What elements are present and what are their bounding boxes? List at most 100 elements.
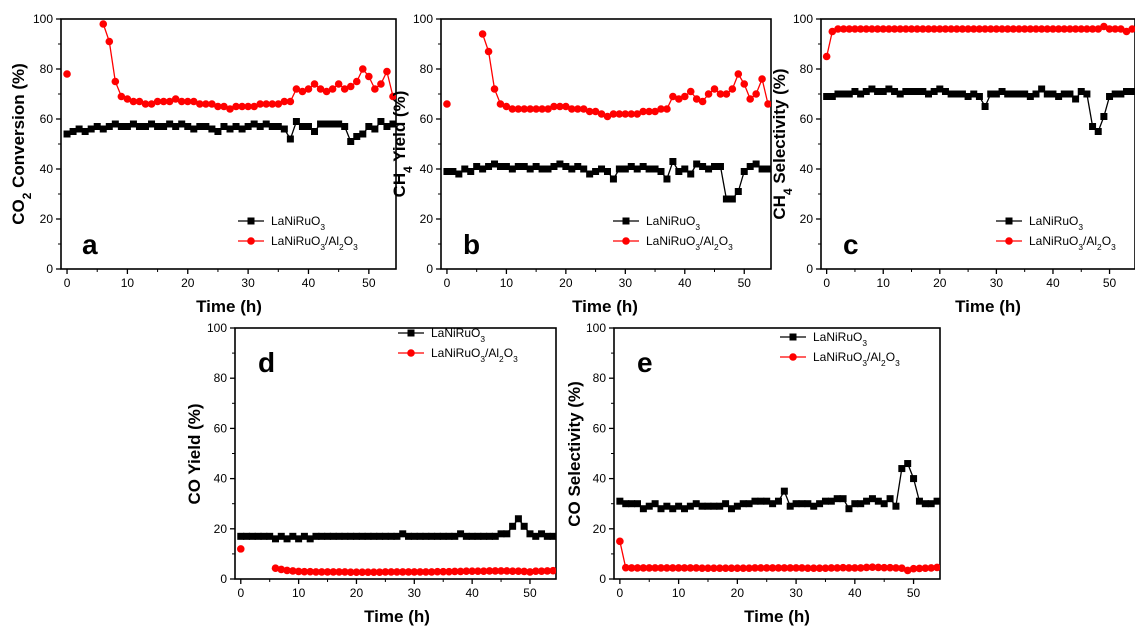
data-point [538, 530, 546, 538]
data-point [329, 568, 338, 576]
data-point [1021, 90, 1029, 98]
data-point [941, 88, 949, 95]
x-tick-label: 50 [907, 586, 921, 600]
data-point [335, 120, 343, 128]
y-tick-label: 60 [800, 112, 814, 126]
data-point [159, 97, 168, 106]
data-point [474, 532, 482, 540]
data-point [316, 85, 325, 93]
data-point [312, 568, 320, 576]
data-point [964, 25, 972, 33]
data-point [474, 567, 482, 576]
series-lanirruo3-al2o3 [236, 545, 556, 577]
data-point [165, 97, 174, 106]
data-point [639, 107, 647, 116]
data-point [745, 564, 753, 573]
data-point [445, 532, 453, 540]
data-point [930, 88, 938, 95]
data-point [845, 505, 853, 513]
y-tick-label: 40 [214, 472, 228, 486]
data-point [645, 502, 653, 510]
x-tick-label: 10 [292, 586, 306, 600]
data-point [289, 567, 297, 575]
data-point [340, 85, 349, 93]
data-point [680, 564, 689, 572]
data-point [681, 165, 689, 173]
data-point [214, 102, 222, 111]
data-point [1003, 25, 1012, 33]
data-point [294, 567, 303, 576]
data-point [271, 564, 280, 573]
data-point [1009, 25, 1018, 33]
data-point [579, 105, 588, 113]
data-point [868, 85, 876, 93]
data-point [710, 85, 719, 93]
data-point [141, 100, 150, 108]
data-point [998, 88, 1006, 95]
data-point [160, 123, 168, 130]
y-tick-label: 100 [33, 12, 53, 26]
data-point [663, 105, 671, 113]
data-point [399, 530, 407, 538]
data-point [758, 165, 766, 173]
data-point [318, 532, 326, 540]
data-point [387, 568, 395, 576]
chart-panel-d: 0 20 40 60 80 100 0 10 20 30 40 50 Time (h) CO Yield … [185, 321, 557, 626]
data-point [798, 500, 806, 508]
data-point [433, 532, 441, 540]
legend-entry: LaNiRuO3/Al2O3 [1029, 234, 1116, 252]
x-tick-label: 50 [523, 586, 537, 600]
data-point [1111, 25, 1119, 33]
data-point [609, 175, 617, 183]
data-point [1015, 90, 1023, 98]
data-point [1020, 25, 1029, 33]
data-point [455, 170, 463, 178]
data-point [479, 165, 487, 173]
data-point [616, 537, 624, 546]
data-point [226, 125, 234, 133]
data-point [953, 90, 961, 98]
data-point [857, 90, 865, 98]
data-point [890, 25, 899, 33]
data-point [757, 564, 765, 572]
data-point [668, 564, 677, 572]
x-axis-title: Time (h) [196, 297, 262, 316]
data-point [457, 530, 465, 538]
y-tick-label: 80 [593, 371, 607, 385]
data-point [520, 567, 528, 576]
panel-letter: b [463, 229, 480, 260]
data-point [370, 568, 378, 577]
data-point [383, 123, 391, 130]
y-axis-title: CH4 Yield (%) [390, 91, 415, 198]
data-point [792, 564, 800, 572]
x-tick-label: 0 [444, 276, 451, 290]
data-point [473, 163, 481, 170]
data-point [135, 123, 143, 130]
data-point [686, 502, 694, 510]
data-point [99, 125, 107, 133]
data-point [913, 25, 921, 33]
data-point [352, 77, 361, 86]
data-point [839, 25, 848, 33]
data-point [810, 502, 818, 510]
data-point [171, 95, 180, 103]
y-tick-label: 60 [214, 421, 228, 435]
data-point [538, 165, 546, 173]
legend: LaNiRuO3 LaNiRuO3/Al2O3 [238, 214, 358, 252]
data-point [514, 515, 522, 523]
data-point [651, 107, 659, 116]
data-point [873, 25, 882, 33]
data-point [184, 123, 192, 130]
y-tick-label: 40 [800, 162, 814, 176]
data-point [1049, 25, 1057, 33]
data-point [857, 500, 865, 508]
data-point [537, 567, 546, 576]
data-point [467, 168, 475, 175]
x-tick-label: 30 [990, 276, 1004, 290]
data-point [428, 532, 436, 540]
data-point [722, 500, 730, 508]
data-point [532, 532, 540, 540]
data-point [63, 70, 71, 78]
data-point [311, 128, 319, 135]
data-point [341, 123, 349, 130]
